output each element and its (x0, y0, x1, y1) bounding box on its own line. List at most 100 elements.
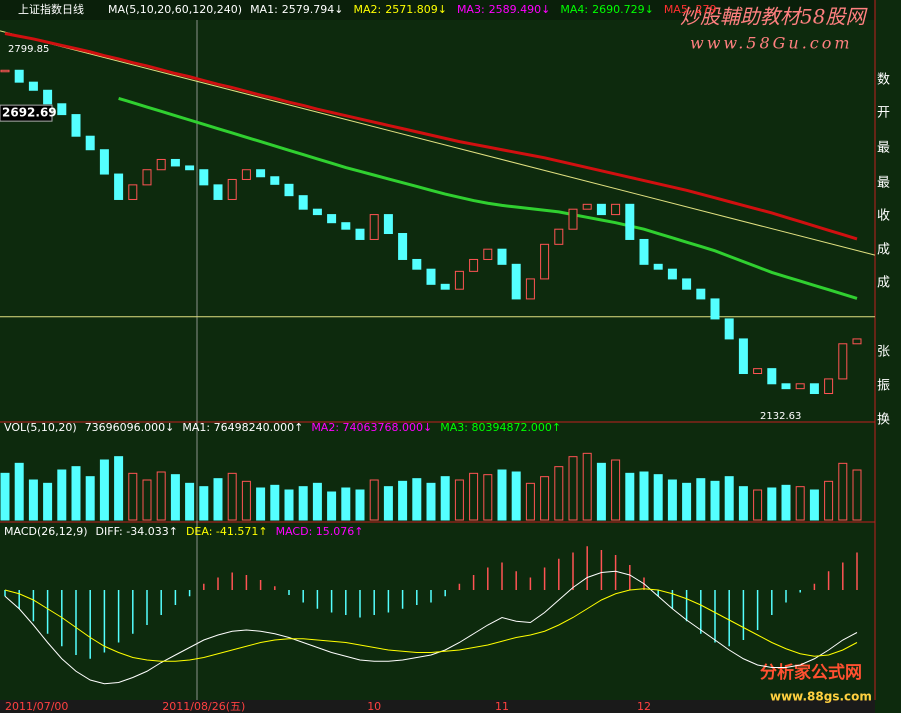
candle (696, 288, 706, 300)
volume-bar (525, 482, 535, 521)
date-label: 10 (367, 700, 381, 713)
volume-bar (540, 476, 550, 521)
volume-bar (227, 472, 237, 521)
volume-bar (256, 487, 266, 521)
watermark-url: www.88gs.com (770, 690, 872, 704)
volume-bar (838, 462, 848, 521)
date-bar (0, 700, 875, 713)
volume-bar (341, 487, 351, 521)
candle (653, 263, 663, 270)
candle (383, 214, 393, 235)
candle (28, 81, 38, 91)
candle (554, 228, 564, 245)
readout: 73696096.000↓ (85, 421, 175, 434)
candle (14, 69, 24, 83)
candle (114, 173, 124, 200)
date-label: 12 (637, 700, 651, 713)
side-label: 收 (877, 209, 890, 224)
candle (440, 283, 450, 290)
trend-line (0, 30, 876, 256)
volume-bar (767, 487, 777, 521)
candle (85, 135, 95, 151)
candle (43, 89, 53, 105)
volume-bar (469, 472, 479, 521)
candle (341, 222, 351, 230)
candle (838, 343, 848, 380)
ma-value: 279 (696, 3, 717, 16)
candle (213, 184, 223, 200)
volume-bar (511, 471, 521, 521)
ma-label: MA5: (664, 3, 692, 16)
readout: DEA: -41.571↑ (186, 525, 268, 538)
candle (596, 203, 606, 216)
candle (724, 318, 734, 340)
readout: MA2: 74063768.000↓ (311, 421, 432, 434)
candle (355, 228, 365, 240)
readout: DIFF: -34.033↑ (96, 525, 178, 538)
candle (0, 69, 10, 73)
candle (710, 298, 720, 320)
volume-bar (653, 474, 663, 521)
candle (582, 203, 592, 210)
readout: MA1: 76498240.000↑ (182, 421, 303, 434)
panel-title: MACD(26,12,9) (4, 525, 88, 538)
candle (256, 169, 266, 178)
volume-bar (682, 482, 692, 521)
volume-bar (114, 456, 124, 521)
volume-bar (241, 480, 251, 521)
volume-bar (781, 484, 791, 521)
volume-bar (412, 478, 422, 521)
date-label: 11 (495, 700, 509, 713)
candle (412, 258, 422, 270)
candle (71, 114, 81, 137)
volume-bar (753, 489, 763, 521)
volume-bar (738, 486, 748, 521)
macd-line (4, 588, 858, 662)
volume-bar (483, 474, 493, 521)
candle (241, 169, 251, 180)
candle (99, 149, 109, 175)
volume-bar (284, 489, 294, 521)
panel-title: VOL(5,10,20) (4, 421, 77, 434)
side-label: 张 (877, 345, 890, 360)
candle (454, 270, 464, 290)
candle (540, 243, 550, 280)
candle (639, 238, 649, 265)
side-label: 换 (877, 413, 890, 428)
volume-bar (85, 476, 95, 521)
date-label: 2011/08/26(五) (162, 700, 245, 713)
volume-bar (57, 469, 67, 521)
side-label: 成 (877, 276, 890, 291)
watermark: 炒股輔助教材58股网 (680, 5, 868, 29)
ma-label: MA2: (354, 3, 382, 16)
volume-bar (596, 462, 606, 521)
side-label: 数 (877, 73, 890, 88)
volume-bar (199, 486, 209, 521)
ma-value: 2571.809↓ (385, 3, 447, 16)
readout: MACD: 15.076↑ (276, 525, 364, 538)
ma-params: MA(5,10,20,60,120,240) (108, 3, 242, 16)
candle (270, 176, 280, 185)
macd-line (4, 570, 858, 685)
volume-bar (71, 466, 81, 521)
ma-line (4, 32, 858, 241)
candle (398, 233, 408, 260)
candle (142, 169, 152, 186)
volume-bar (383, 486, 393, 521)
volume-bar (170, 474, 180, 521)
volume-bar (809, 489, 819, 521)
volume-bar (497, 469, 507, 521)
side-label: 开 (877, 106, 890, 121)
candle (525, 278, 535, 300)
volume-bar (213, 478, 223, 521)
date-label: 2011/07/00 (5, 700, 68, 713)
candle (738, 338, 748, 375)
candle (227, 178, 237, 200)
volume-bar (270, 484, 280, 521)
volume-bar (0, 472, 10, 521)
price-annotation: 2132.63 (760, 411, 801, 422)
candle (625, 203, 635, 240)
candle (781, 383, 791, 390)
